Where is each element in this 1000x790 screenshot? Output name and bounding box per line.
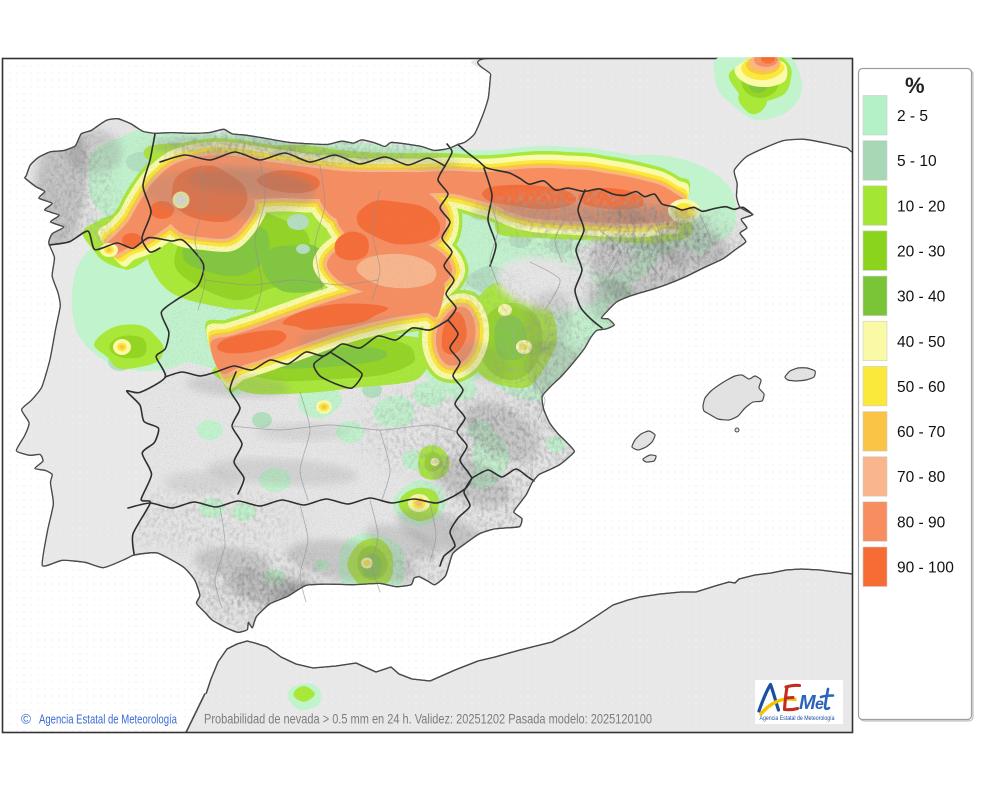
svg-text:70 - 80: 70 - 80 (897, 469, 946, 486)
svg-text:Agencia Estatal de Meteorologí: Agencia Estatal de Meteorología (760, 715, 835, 722)
svg-text:90 - 100: 90 - 100 (897, 560, 954, 577)
svg-text:10 - 20: 10 - 20 (897, 198, 946, 215)
svg-text:©: © (21, 712, 31, 727)
svg-text:50 - 60: 50 - 60 (897, 379, 946, 396)
svg-text:30 - 40: 30 - 40 (897, 289, 946, 306)
svg-text:40 - 50: 40 - 50 (897, 334, 946, 351)
svg-text:Probabilidad de nevada > 0.5 m: Probabilidad de nevada > 0.5 mm en 24 h.… (204, 712, 652, 727)
svg-text:Agencia Estatal de Meteorologí: Agencia Estatal de Meteorología (39, 712, 178, 727)
svg-text:%: % (905, 73, 925, 98)
svg-text:20 - 30: 20 - 30 (897, 243, 946, 260)
svg-text:5 - 10: 5 - 10 (897, 153, 937, 170)
svg-text:80 - 90: 80 - 90 (897, 514, 946, 531)
svg-text:2 - 5: 2 - 5 (897, 108, 928, 125)
svg-text:60 - 70: 60 - 70 (897, 424, 946, 441)
svg-text:M: M (799, 692, 817, 714)
svg-text:e: e (815, 696, 824, 713)
